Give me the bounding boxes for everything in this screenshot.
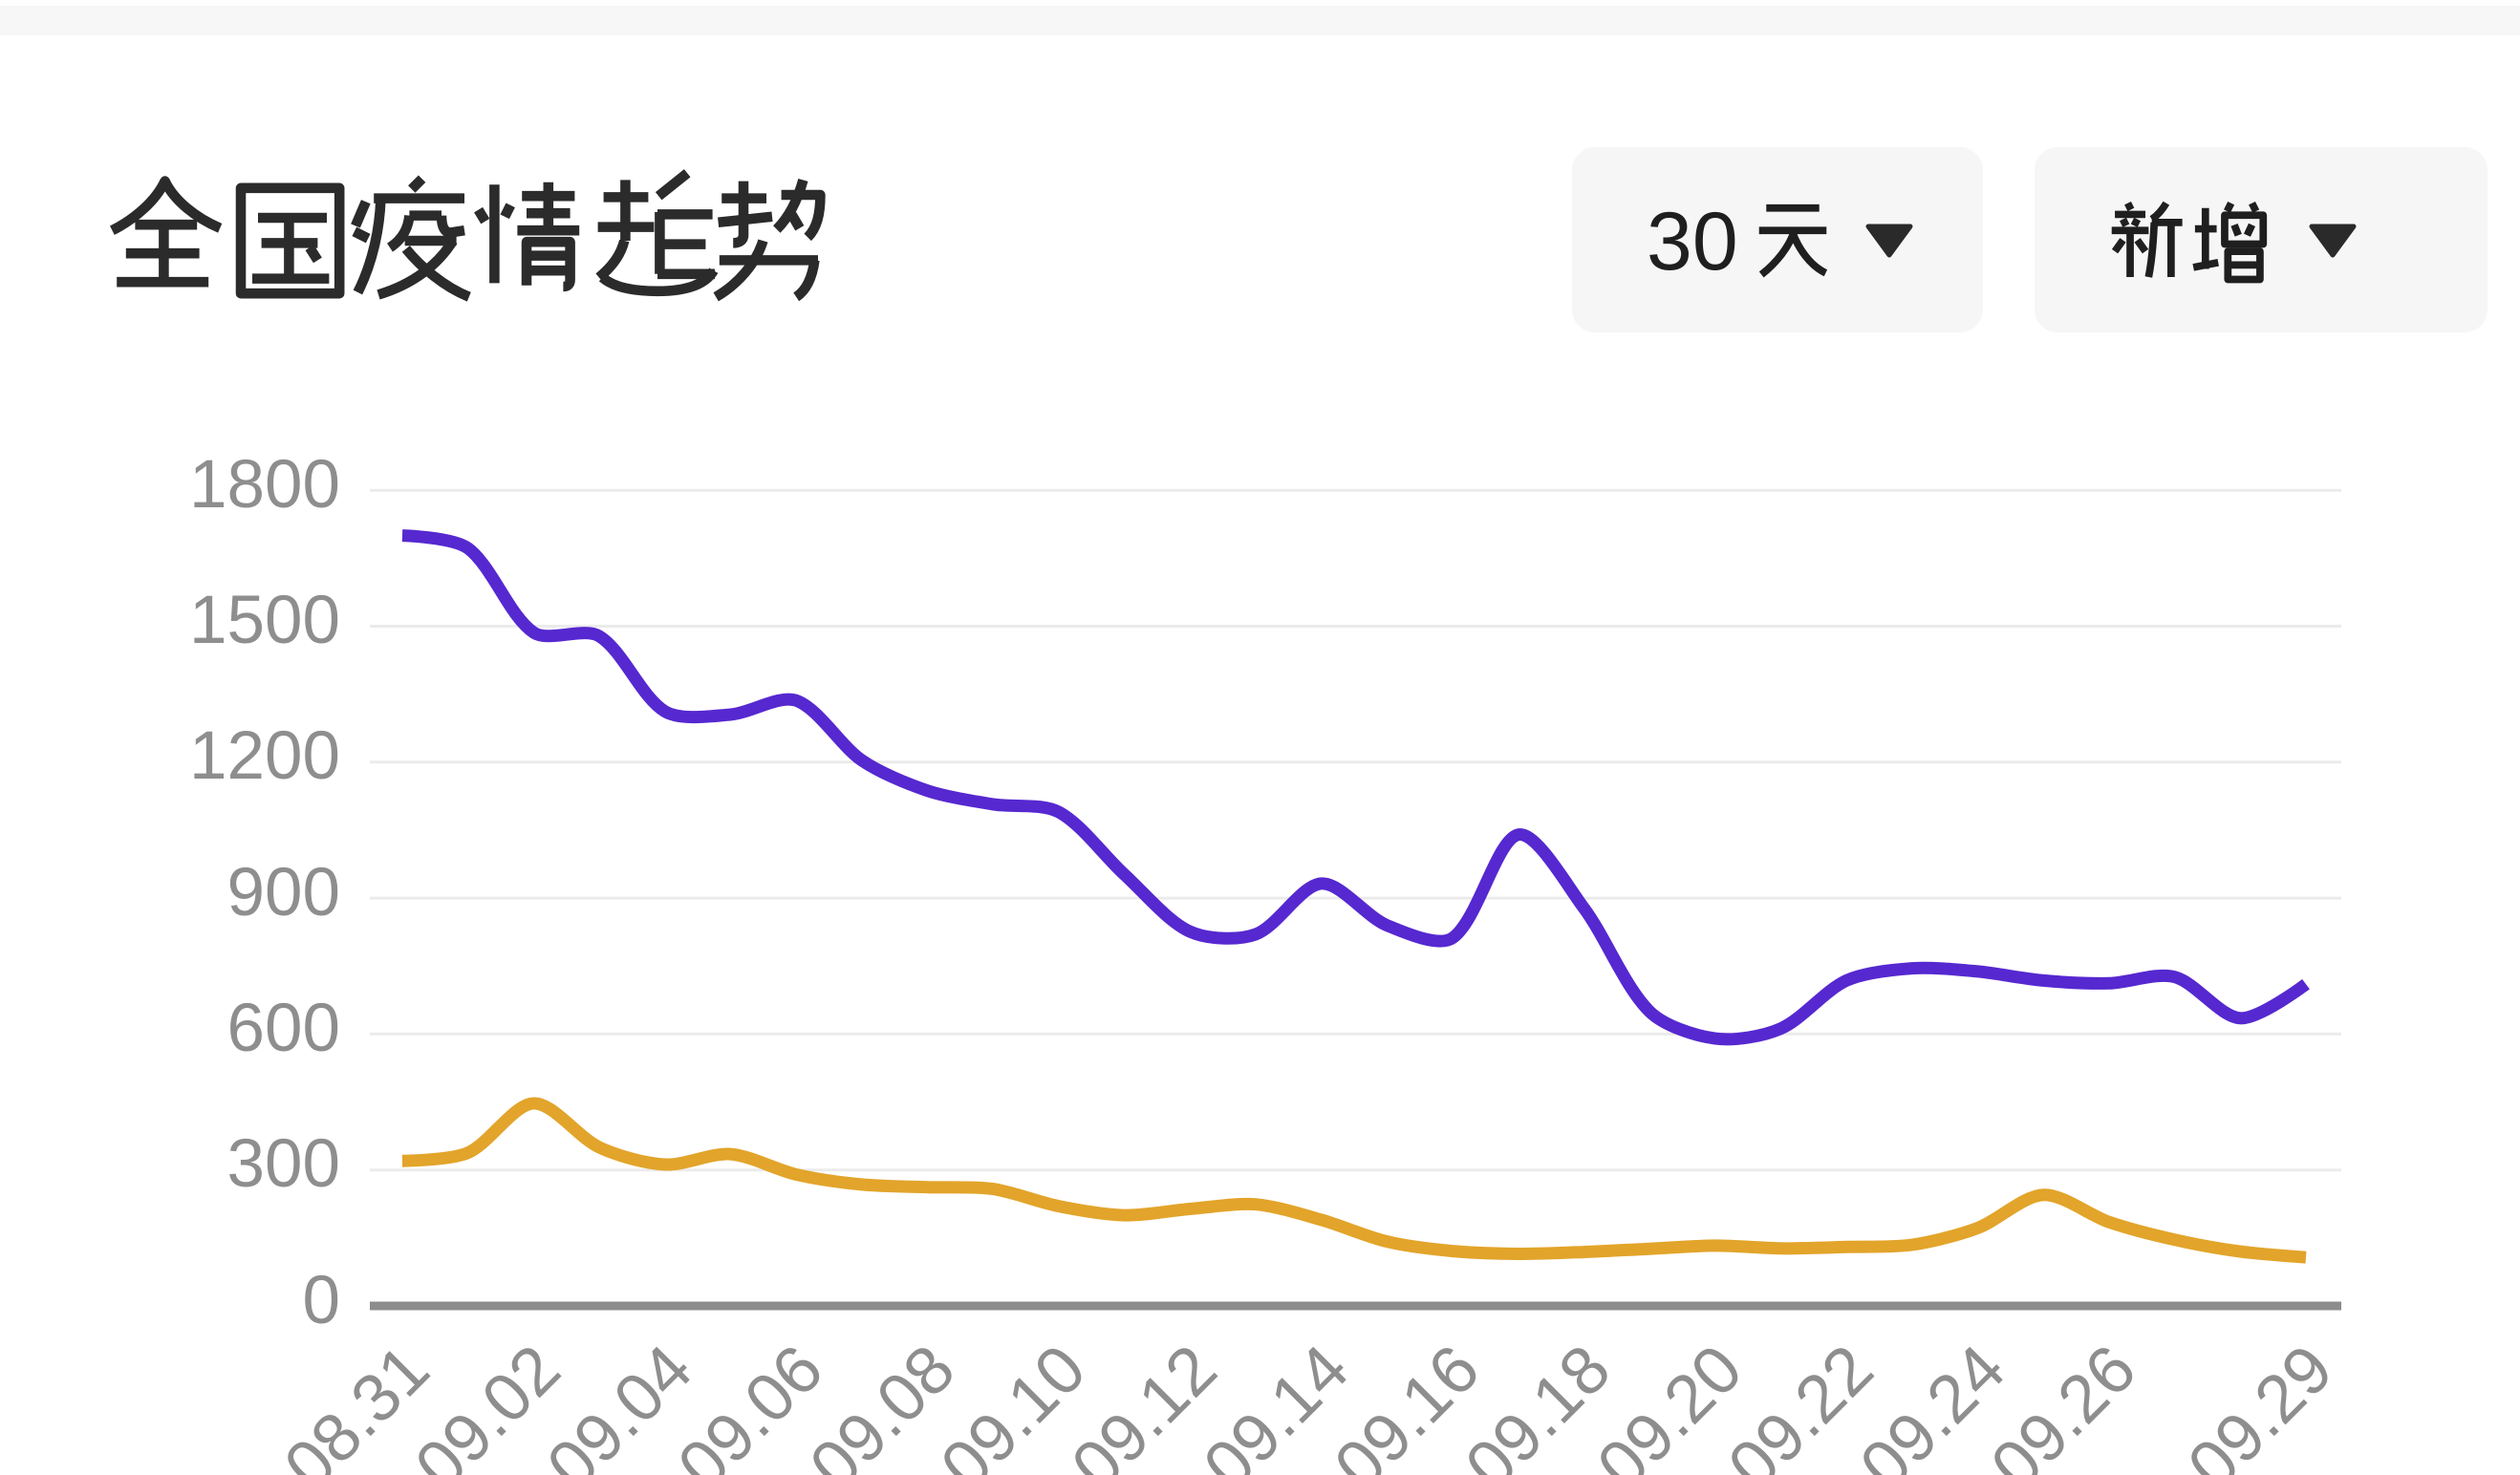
svg-text:600: 600 bbox=[227, 991, 340, 1066]
svg-text:1500: 1500 bbox=[189, 583, 340, 658]
svg-text:900: 900 bbox=[227, 855, 340, 930]
svg-text:300: 300 bbox=[227, 1126, 340, 1202]
svg-text:0: 0 bbox=[303, 1263, 341, 1338]
svg-text:09.26: 09.26 bbox=[1977, 1331, 2151, 1475]
svg-text:1200: 1200 bbox=[189, 718, 340, 794]
svg-text:30: 30 bbox=[1647, 196, 1738, 288]
svg-text:1800: 1800 bbox=[189, 447, 340, 523]
svg-text:09.29: 09.29 bbox=[2174, 1331, 2348, 1475]
